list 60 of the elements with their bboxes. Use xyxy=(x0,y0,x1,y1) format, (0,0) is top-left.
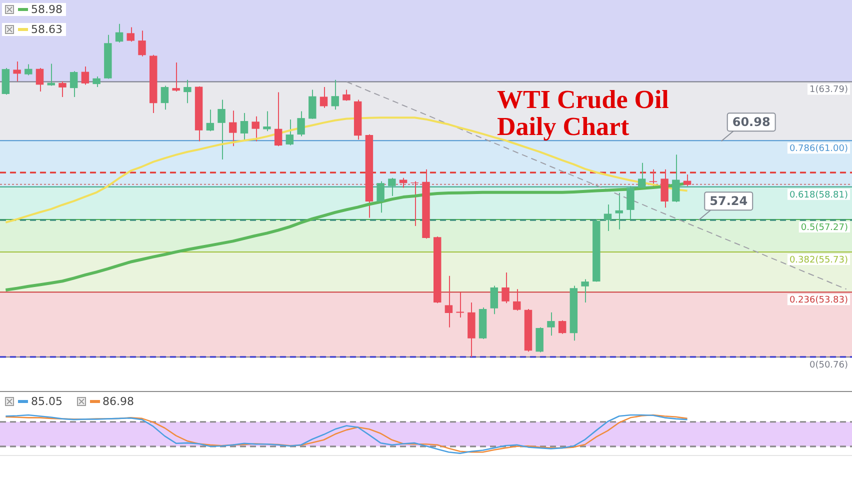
ref-line-label: 0.236(53.83) xyxy=(789,295,848,306)
candlestick xyxy=(160,85,169,110)
candlestick xyxy=(536,326,544,353)
candlestick xyxy=(502,272,510,304)
candlestick xyxy=(206,109,214,132)
candlestick xyxy=(229,110,237,147)
candlestick xyxy=(308,89,316,120)
candlestick xyxy=(388,177,396,196)
candlestick xyxy=(626,186,634,220)
candlestick xyxy=(513,288,521,312)
legend-label: 85.05 xyxy=(31,395,62,408)
candlestick xyxy=(218,99,226,160)
candlestick xyxy=(581,278,589,303)
candlestick xyxy=(638,162,646,190)
candlestick xyxy=(240,112,248,140)
candlestick xyxy=(399,177,408,188)
ref-line-label: 1(63.79) xyxy=(809,85,848,96)
ref-line-label: 0.5(57.27) xyxy=(800,222,848,233)
candlestick xyxy=(274,92,282,147)
text: WTI Crude Oil Daily Chart xyxy=(497,85,670,141)
candlestick xyxy=(81,66,90,86)
candlestick xyxy=(547,312,555,336)
candlestick xyxy=(672,154,680,203)
candlestick xyxy=(58,80,66,98)
ref-line-label: 0.786(61.00) xyxy=(789,144,848,154)
legend-label: 58.98 xyxy=(31,3,62,16)
ref-line-label: 0.382(55.73) xyxy=(789,255,848,266)
candlestick xyxy=(558,320,566,334)
candlestick xyxy=(604,204,612,232)
candlestick xyxy=(490,285,498,315)
candlestick xyxy=(184,79,192,104)
candlestick xyxy=(263,110,271,132)
candlestick xyxy=(444,275,453,328)
candlestick xyxy=(660,168,668,208)
candlestick xyxy=(456,292,464,318)
candlestick xyxy=(70,70,78,98)
candlestick xyxy=(126,26,135,42)
candlestick xyxy=(13,60,21,82)
candlestick xyxy=(286,119,294,146)
ref-line-label: 0(50.76) xyxy=(809,360,848,370)
candlestick xyxy=(172,62,180,92)
candlestick xyxy=(376,180,384,214)
candlestick xyxy=(115,23,124,43)
candlestick xyxy=(683,174,692,187)
candlestick xyxy=(615,192,623,230)
candlestick xyxy=(252,116,260,142)
candlestick xyxy=(36,68,44,92)
candlestick xyxy=(331,79,339,110)
candlestick xyxy=(92,76,100,88)
candlestick xyxy=(649,168,658,187)
candlestick xyxy=(138,30,146,57)
candlestick xyxy=(47,63,55,86)
annotation: 57.24 xyxy=(710,194,748,208)
annotation: 60.98 xyxy=(732,115,770,130)
candlestick xyxy=(297,110,305,137)
ref-line-label: 0.618(58.81) xyxy=(789,190,848,200)
candlestick xyxy=(24,64,32,76)
legend-label: 58.63 xyxy=(31,23,62,36)
legend-label: 86.98 xyxy=(102,395,134,408)
candlestick xyxy=(320,86,328,108)
